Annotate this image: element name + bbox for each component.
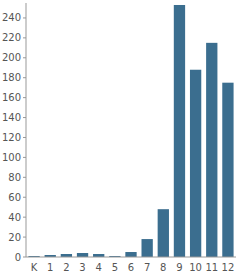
bar xyxy=(158,209,169,257)
y-tick-label: 120 xyxy=(2,132,21,143)
x-tick-label: 11 xyxy=(205,262,218,273)
x-tick-label: 7 xyxy=(144,262,150,273)
y-tick-label: 220 xyxy=(2,32,21,43)
bars xyxy=(28,5,233,257)
bar xyxy=(206,43,217,257)
x-tick-label: 1 xyxy=(47,262,53,273)
chart-svg: 020406080100120140160180200220240K123456… xyxy=(0,0,240,277)
y-tick-label: 180 xyxy=(2,72,21,83)
y-tick-label: 240 xyxy=(2,12,21,23)
bar xyxy=(125,252,136,257)
x-tick-label: 8 xyxy=(160,262,166,273)
bar xyxy=(142,239,153,257)
y-axis xyxy=(26,3,27,257)
x-tick-label: 9 xyxy=(176,262,182,273)
x-tick-label: 4 xyxy=(96,262,102,273)
y-tick-label: 100 xyxy=(2,152,21,163)
y-tick-label: 80 xyxy=(8,172,21,183)
x-tick-label: K xyxy=(31,262,38,273)
y-tick-label: 40 xyxy=(8,212,21,223)
x-tick-label: 5 xyxy=(112,262,118,273)
y-tick-label: 20 xyxy=(8,232,21,243)
bar xyxy=(222,83,233,257)
x-tick-label: 6 xyxy=(128,262,134,273)
y-tick-label: 140 xyxy=(2,112,21,123)
x-tick-label: 12 xyxy=(222,262,235,273)
x-axis xyxy=(26,257,236,258)
y-tick-label: 60 xyxy=(8,192,21,203)
bar xyxy=(174,5,185,257)
x-tick-label: 3 xyxy=(79,262,85,273)
y-tick-label: 160 xyxy=(2,92,21,103)
y-tick-label: 200 xyxy=(2,52,21,63)
chart-root: 020406080100120140160180200220240K123456… xyxy=(0,0,240,277)
y-tick-label: 0 xyxy=(15,252,21,263)
bar xyxy=(77,253,88,257)
bar xyxy=(190,70,201,257)
x-tick-label: 10 xyxy=(189,262,202,273)
x-tick-label: 2 xyxy=(63,262,69,273)
